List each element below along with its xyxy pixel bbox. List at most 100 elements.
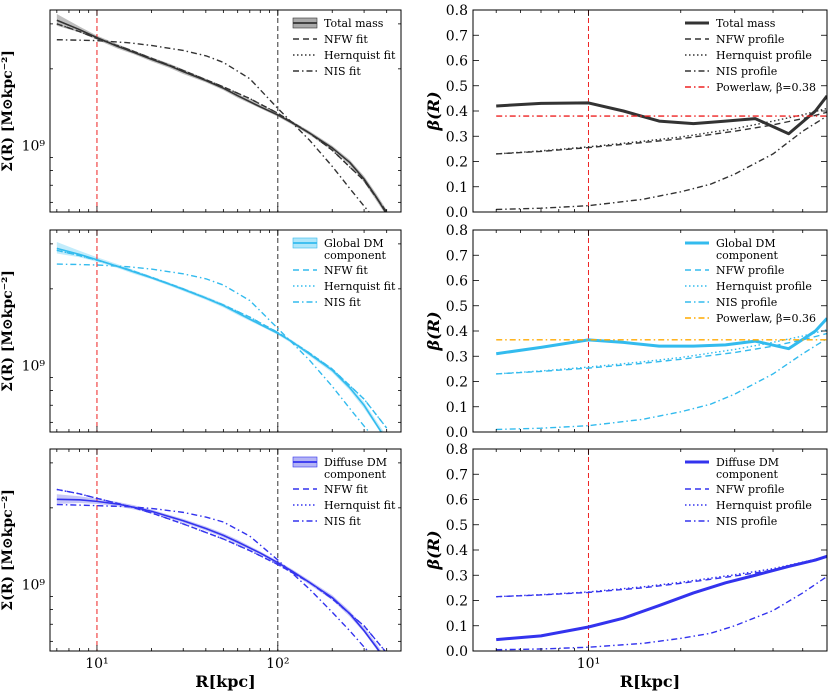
series-line-2: [56, 249, 388, 429]
y-tick-label: 0.0: [446, 425, 468, 441]
series-line-3: [496, 337, 827, 431]
legend-label: NIS fit: [324, 65, 361, 78]
series-line-3: [56, 39, 371, 212]
series-line-0: [56, 247, 383, 432]
y-tick-label: 0.5: [446, 299, 468, 315]
chart-sigma-total: 10⁹ Σ(R) [M⊙kpc⁻²] Total mass NFW fit Hernqu…: [0, 9, 402, 213]
series-line-3: [56, 503, 369, 651]
series-line-2: [496, 556, 827, 598]
x-tick-label: 10¹: [85, 656, 108, 672]
series-line-3: [496, 575, 827, 651]
plot-area: [56, 10, 388, 212]
y-axis-label: β(R): [424, 91, 443, 131]
y-tick-label: 10⁹: [22, 578, 46, 594]
series-line-2: [56, 23, 388, 212]
y-tick-label: 0.3: [446, 349, 468, 365]
legend-label: NFW profile: [716, 483, 784, 496]
series-line-1: [496, 111, 827, 155]
series-line-1: [496, 555, 827, 598]
y-axis-label: β(R): [424, 530, 443, 570]
series-line-3: [56, 263, 371, 432]
legend-label: NIS fit: [324, 515, 361, 528]
legend-label: component: [324, 249, 387, 262]
y-tick-label: 0.6: [446, 54, 468, 70]
legend-label: Global DM: [324, 237, 384, 250]
series-line-3: [496, 115, 827, 211]
legend-label: Diffuse DM: [324, 456, 387, 469]
legend-label: Hernquist profile: [716, 280, 812, 293]
x-tick-label: 10¹: [577, 656, 600, 672]
x-tick-label: 10²: [266, 656, 289, 672]
legend-label: Hernquist profile: [716, 499, 812, 512]
y-tick-label: 0.7: [446, 248, 468, 264]
axes-frame: [49, 229, 402, 433]
legend-label: NIS profile: [716, 296, 777, 309]
legend-label: component: [324, 468, 387, 481]
y-tick-label: 0.4: [446, 104, 468, 120]
legend-label: Diffuse DM: [716, 456, 779, 469]
x-axis-label: R[kpc]: [620, 672, 680, 691]
series-line-1: [56, 249, 388, 429]
y-axis-label: β(R): [424, 311, 443, 351]
y-tick-label: 0.6: [446, 493, 468, 509]
legend-label: NFW fit: [324, 264, 368, 277]
y-tick-label: 10⁹: [22, 359, 46, 375]
chart-beta-total: 0.0 0.1 0.2 0.3 0.4 0.5 0.6 0.7 0.8 β(R) Total mas…: [424, 3, 828, 221]
y-tick-label: 0.8: [446, 442, 468, 458]
x-axis-label: R[kpc]: [195, 672, 255, 691]
legend-label: NFW profile: [716, 264, 784, 277]
series-line-2: [496, 107, 827, 155]
legend-label: NFW fit: [324, 33, 368, 46]
y-tick-label: 0.8: [446, 223, 468, 239]
legend-label: NFW fit: [324, 483, 368, 496]
y-tick-label: 10⁹: [22, 139, 46, 155]
y-axis-label: Σ(R) [M⊙kpc⁻²]: [0, 270, 16, 392]
y-tick-label: 0.8: [446, 3, 468, 19]
y-tick-label: 0.5: [446, 518, 468, 534]
legend-label: Hernquist fit: [324, 499, 396, 512]
y-tick-label: 0.0: [446, 205, 468, 221]
plot-area: [56, 449, 386, 651]
series-line-0: [496, 94, 827, 136]
y-tick-label: 0.3: [446, 568, 468, 584]
legend-label: Powerlaw, β=0.38: [716, 81, 816, 94]
y-tick-label: 0.5: [446, 79, 468, 95]
y-axis-label: Σ(R) [M⊙kpc⁻²]: [0, 50, 16, 172]
plot-area: [496, 449, 827, 651]
legend-label: component: [716, 468, 779, 481]
series-line-2: [56, 488, 386, 651]
series-line-0: [56, 19, 387, 212]
series-line-2: [496, 329, 827, 375]
y-tick-label: 0.7: [446, 28, 468, 44]
y-tick-label: 0.4: [446, 324, 468, 340]
y-tick-label: 0.2: [446, 155, 468, 171]
chart-sigma-diffuse: 10⁹ 10¹ 10² Σ(R) [M⊙kpc⁻²] R[kpc] Diffuse DMc…: [0, 448, 402, 691]
y-tick-label: 0.6: [446, 274, 468, 290]
chart-beta-diffuse: 0.0 0.1 0.2 0.3 0.4 0.5 0.6 0.7 0.8 10¹ β(R) R[kpc]…: [424, 442, 828, 691]
y-tick-label: 0.1: [446, 180, 468, 196]
y-tick-label: 0.1: [446, 619, 468, 635]
y-tick-label: 0.4: [446, 543, 468, 559]
legend-label: component: [716, 249, 779, 262]
y-tick-label: 0.2: [446, 375, 468, 391]
chart-beta-global: 0.0 0.1 0.2 0.3 0.4 0.5 0.6 0.7 0.8 β(R) Global DM…: [424, 223, 828, 441]
legend-label: Hernquist fit: [324, 49, 396, 62]
series-line-0: [496, 317, 827, 356]
legend-label: Hernquist fit: [324, 280, 396, 293]
legend-label: NIS profile: [716, 515, 777, 528]
y-axis-label: Σ(R) [M⊙kpc⁻²]: [0, 489, 16, 611]
legend-label: Hernquist profile: [716, 49, 812, 62]
axes-frame: [49, 448, 402, 652]
y-tick-label: 0.3: [446, 129, 468, 145]
legend-label: NFW profile: [716, 33, 784, 46]
legend-label: NIS profile: [716, 65, 777, 78]
y-tick-label: 0.7: [446, 467, 468, 483]
legend-label: Powerlaw, β=0.36: [716, 312, 816, 325]
legend-label: Total mass: [324, 17, 384, 30]
axes-frame: [49, 9, 402, 213]
y-tick-label: 0.0: [446, 644, 468, 660]
plot-area: [56, 230, 388, 432]
legend-label: NIS fit: [324, 296, 361, 309]
